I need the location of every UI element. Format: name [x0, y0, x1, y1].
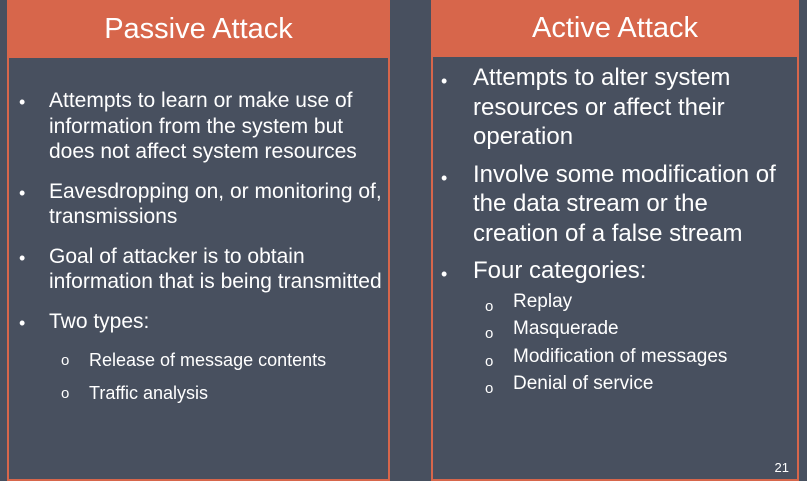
sub-list-item: o Replay: [485, 288, 797, 316]
sub-list-item: o Denial of service: [485, 370, 797, 398]
bullet-text: Eavesdropping on, or monitoring of, tran…: [49, 179, 382, 229]
circle-bullet-icon: o: [485, 297, 494, 315]
slide-number: 21: [774, 460, 789, 475]
active-attack-column: Active Attack • Attempts to alter system…: [431, 0, 799, 481]
circle-bullet-icon: o: [61, 385, 70, 402]
bullet-icon: •: [19, 247, 26, 268]
bullet-icon: •: [441, 71, 448, 91]
bullet-icon: •: [19, 182, 26, 203]
list-item: • Attempts to alter system resources or …: [441, 63, 797, 152]
passive-sub-list: o Release of message contents o Traffic …: [61, 349, 388, 404]
bullet-text: Attempts to learn or make use of informa…: [49, 89, 357, 163]
bullet-icon: •: [19, 92, 26, 112]
list-item: • Involve some modification of the data …: [441, 160, 797, 249]
bullet-text: Two types:: [49, 309, 150, 333]
sub-bullet-text: Denial of service: [513, 373, 654, 394]
active-attack-title: Active Attack: [433, 0, 797, 57]
sub-list-item: o Traffic analysis: [61, 382, 388, 404]
sub-list-item: o Modification of messages: [485, 343, 797, 371]
bullet-icon: •: [441, 167, 448, 188]
circle-bullet-icon: o: [485, 380, 494, 397]
circle-bullet-icon: o: [485, 325, 494, 342]
bullet-icon: •: [441, 264, 448, 284]
sub-bullet-text: Release of message contents: [89, 350, 327, 370]
passive-attack-column: Passive Attack • Attempts to learn or ma…: [7, 0, 390, 481]
circle-bullet-icon: o: [61, 352, 70, 369]
sub-bullet-text: Traffic analysis: [89, 383, 209, 403]
list-item: • Eavesdropping on, or monitoring of, tr…: [19, 179, 388, 230]
bullet-text: Attempts to alter system resources or af…: [473, 64, 731, 150]
sub-list-item: o Release of message contents: [61, 349, 388, 371]
list-item: • Four categories: o Replay o Masquerade…: [441, 256, 797, 398]
bullet-text: Involve some modification of the data st…: [473, 160, 776, 247]
passive-attack-list: • Attempts to learn or make use of infor…: [9, 88, 388, 404]
bullet-icon: •: [19, 312, 26, 333]
bullet-text: Four categories:: [473, 257, 647, 284]
list-item: • Attempts to learn or make use of infor…: [19, 88, 388, 165]
sub-bullet-text: Replay: [513, 290, 573, 312]
bullet-text: Goal of attacker is to obtain informatio…: [49, 244, 382, 294]
list-item: • Two types: o Release of message conten…: [19, 309, 388, 405]
sub-bullet-text: Modification of messages: [513, 345, 728, 367]
active-attack-list: • Attempts to alter system resources or …: [433, 63, 797, 398]
list-item: • Goal of attacker is to obtain informat…: [19, 244, 388, 295]
passive-attack-title: Passive Attack: [9, 0, 388, 58]
sub-bullet-text: Masquerade: [513, 318, 619, 339]
sub-list-item: o Masquerade: [485, 315, 797, 343]
circle-bullet-icon: o: [485, 352, 494, 370]
active-sub-list: o Replay o Masquerade o Modification of …: [485, 288, 797, 398]
